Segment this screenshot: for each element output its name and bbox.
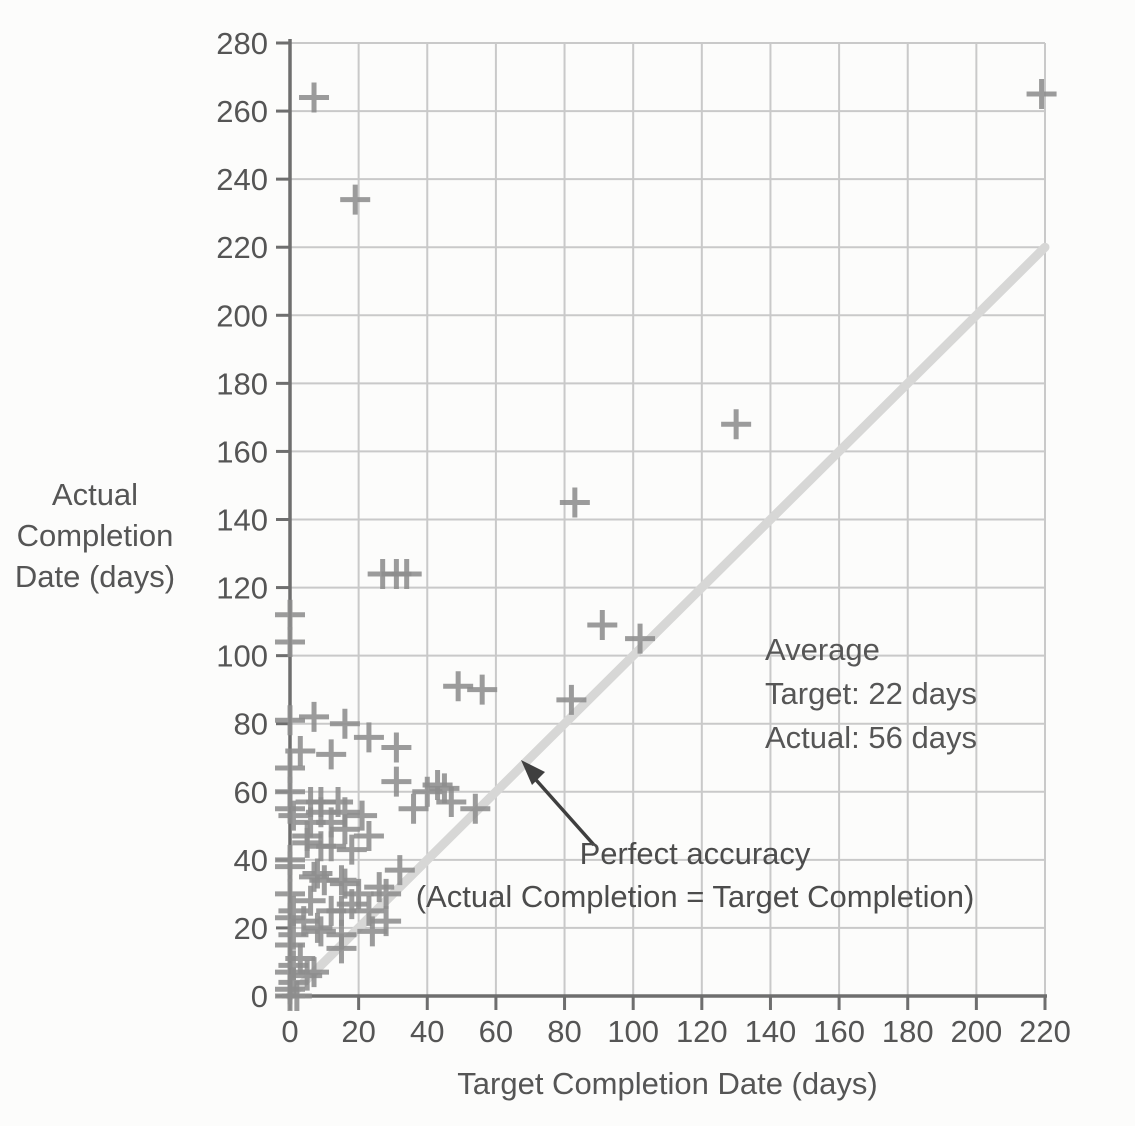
x-tick-label: 140 bbox=[745, 1014, 797, 1049]
data-point-marker bbox=[316, 739, 347, 770]
y-axis-title-line1: Actual bbox=[51, 477, 139, 512]
data-point-marker bbox=[292, 827, 323, 858]
data-point-marker bbox=[587, 610, 618, 641]
data-point-marker bbox=[412, 776, 443, 807]
x-tick-label: 80 bbox=[547, 1014, 581, 1049]
y-tick-label: 160 bbox=[216, 434, 268, 469]
data-point-marker bbox=[371, 878, 402, 909]
data-point-marker bbox=[278, 800, 309, 831]
data-point-marker bbox=[467, 674, 498, 705]
x-tick-label: 120 bbox=[676, 1014, 728, 1049]
data-point-marker bbox=[429, 773, 460, 804]
data-point-marker bbox=[275, 627, 305, 658]
perfect-accuracy-annotation: Perfect accuracy (Actual Completion = Ta… bbox=[395, 832, 995, 918]
data-point-marker bbox=[721, 409, 752, 440]
data-point-marker bbox=[299, 82, 330, 113]
average-actual-value: Actual: 56 days bbox=[765, 720, 977, 755]
data-point-marker bbox=[625, 623, 656, 654]
data-point-marker bbox=[436, 786, 467, 817]
data-point-marker bbox=[275, 705, 305, 736]
data-point-marker bbox=[357, 916, 388, 947]
data-point-marker bbox=[381, 766, 412, 797]
data-point-marker bbox=[559, 487, 590, 518]
data-point-marker bbox=[326, 933, 357, 964]
average-target-value: Target: 22 days bbox=[765, 676, 977, 711]
data-point-marker bbox=[299, 701, 330, 732]
y-axis-title-line2: Completion bbox=[16, 518, 174, 553]
y-tick-label: 0 bbox=[251, 979, 268, 1014]
data-point-marker bbox=[292, 960, 323, 991]
annotation-arrow-shaft bbox=[527, 770, 596, 847]
data-point-marker bbox=[1026, 79, 1057, 110]
perfect-accuracy-line1: Perfect accuracy bbox=[579, 836, 811, 871]
data-point-marker bbox=[278, 967, 309, 998]
data-point-marker bbox=[302, 912, 333, 943]
x-tick-label: 160 bbox=[813, 1014, 865, 1049]
data-point-marker bbox=[336, 834, 367, 865]
y-tick-label: 100 bbox=[216, 639, 268, 674]
data-point-marker bbox=[302, 858, 333, 889]
y-tick-label: 40 bbox=[234, 843, 268, 878]
average-annotation-title: Average bbox=[765, 632, 880, 667]
data-point-marker bbox=[305, 916, 336, 947]
data-point-marker bbox=[329, 708, 360, 739]
data-point-marker bbox=[340, 184, 371, 215]
y-tick-label: 180 bbox=[216, 366, 268, 401]
data-point-marker bbox=[443, 671, 474, 702]
data-point-marker bbox=[316, 831, 347, 862]
x-tick-label: 100 bbox=[607, 1014, 659, 1049]
x-axis-title: Target Completion Date (days) bbox=[457, 1066, 878, 1101]
data-point-marker bbox=[460, 793, 491, 824]
data-point-marker bbox=[275, 851, 305, 882]
data-point-marker bbox=[364, 872, 395, 903]
x-tick-label: 200 bbox=[950, 1014, 1002, 1049]
x-tick-label: 0 bbox=[281, 1014, 298, 1049]
data-point-marker bbox=[384, 855, 415, 886]
data-point-marker bbox=[398, 793, 429, 824]
data-point-marker bbox=[295, 885, 326, 916]
data-point-marker bbox=[353, 821, 384, 852]
y-tick-label: 60 bbox=[234, 775, 268, 810]
y-tick-label: 120 bbox=[216, 571, 268, 606]
data-point-marker bbox=[275, 599, 305, 630]
y-axis-title: Actual Completion Date (days) bbox=[0, 474, 190, 597]
x-tick-label: 20 bbox=[341, 1014, 375, 1049]
x-tick-label: 40 bbox=[410, 1014, 444, 1049]
data-point-marker bbox=[381, 732, 412, 763]
y-tick-label: 20 bbox=[234, 911, 268, 946]
data-point-marker bbox=[353, 722, 384, 753]
y-tick-label: 260 bbox=[216, 94, 268, 129]
data-point-marker bbox=[353, 895, 384, 926]
data-point-marker bbox=[556, 684, 587, 715]
data-point-marker bbox=[275, 902, 305, 933]
x-tick-label: 60 bbox=[479, 1014, 513, 1049]
data-point-marker bbox=[347, 800, 378, 831]
data-point-marker bbox=[326, 865, 357, 896]
data-point-marker bbox=[281, 981, 312, 1011]
data-point-marker bbox=[329, 814, 360, 845]
annotation-arrow-head bbox=[521, 760, 545, 785]
data-point-marker bbox=[275, 793, 305, 824]
identity-line bbox=[285, 242, 1050, 1001]
y-tick-label: 80 bbox=[234, 707, 268, 742]
x-tick-label: 180 bbox=[882, 1014, 934, 1049]
y-tick-label: 220 bbox=[216, 230, 268, 265]
y-tick-label: 140 bbox=[216, 503, 268, 538]
data-point-marker bbox=[299, 861, 330, 892]
average-annotation: Average Target: 22 days Actual: 56 days bbox=[765, 628, 977, 760]
y-tick-label: 280 bbox=[216, 26, 268, 61]
x-tick-label: 220 bbox=[1019, 1014, 1071, 1049]
perfect-accuracy-line2: (Actual Completion = Target Completion) bbox=[415, 879, 975, 914]
data-point-marker bbox=[391, 558, 422, 589]
y-tick-label: 240 bbox=[216, 162, 268, 197]
y-axis-title-line3: Date (days) bbox=[14, 559, 176, 594]
data-point-marker bbox=[285, 735, 316, 766]
y-tick-label: 200 bbox=[216, 298, 268, 333]
